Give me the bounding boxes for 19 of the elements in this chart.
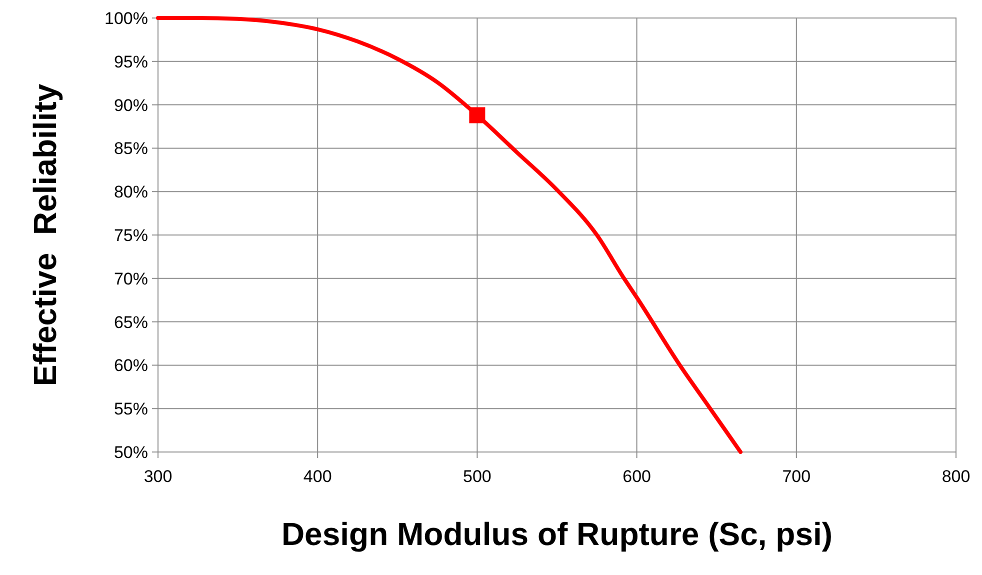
x-tick-label: 400	[303, 467, 332, 486]
x-tick-label: 700	[782, 467, 811, 486]
y-tick-label: 70%	[114, 269, 148, 288]
x-axis-title: Design Modulus of Rupture (Sc, psi)	[281, 516, 833, 552]
y-tick-label: 65%	[114, 312, 148, 332]
y-tick-label: 75%	[114, 226, 148, 245]
y-axis-title: Effective Reliability	[27, 84, 63, 386]
x-tick-label: 300	[144, 467, 172, 486]
y-tick-label: 50%	[114, 442, 148, 462]
x-tick-label: 600	[622, 467, 651, 486]
y-tick-label: 100%	[104, 8, 148, 28]
y-tick-label: 85%	[114, 139, 148, 158]
y-tick-label: 60%	[114, 356, 148, 376]
y-tick-label: 90%	[114, 96, 148, 115]
y-tick-label: 95%	[114, 52, 148, 72]
y-tick-label: 55%	[114, 400, 148, 419]
x-tick-label: 500	[463, 467, 492, 486]
y-tick-label: 80%	[114, 182, 148, 202]
x-tick-label: 800	[942, 467, 970, 486]
